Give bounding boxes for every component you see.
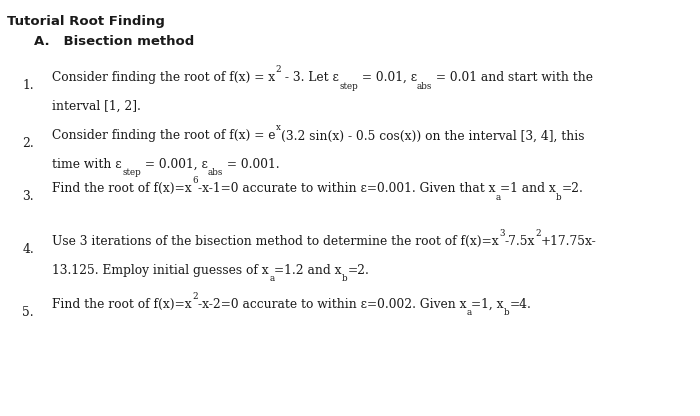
Text: Use 3 iterations of the bisection method to determine the root of f(x)=x: Use 3 iterations of the bisection method… bbox=[52, 235, 499, 248]
Text: a: a bbox=[269, 274, 274, 283]
Text: b: b bbox=[504, 308, 510, 317]
Text: a: a bbox=[496, 193, 500, 202]
Text: Find the root of f(x)=x: Find the root of f(x)=x bbox=[52, 298, 192, 311]
Text: =1.2 and x: =1.2 and x bbox=[274, 264, 342, 277]
Text: abs: abs bbox=[208, 168, 223, 177]
Text: b: b bbox=[556, 193, 562, 202]
Text: 2: 2 bbox=[535, 229, 540, 238]
Text: = 0.001, ε: = 0.001, ε bbox=[141, 158, 208, 171]
Text: =1 and x: =1 and x bbox=[500, 182, 556, 195]
Text: step: step bbox=[339, 82, 358, 91]
Text: 13.125. Employ initial guesses of x: 13.125. Employ initial guesses of x bbox=[52, 264, 269, 277]
Text: = 0.01, ε: = 0.01, ε bbox=[358, 71, 417, 84]
Text: 6: 6 bbox=[192, 176, 197, 185]
Text: 3: 3 bbox=[499, 229, 505, 238]
Text: a: a bbox=[466, 308, 472, 317]
Text: b: b bbox=[342, 274, 347, 283]
Text: =1, x: =1, x bbox=[472, 298, 504, 311]
Text: Find the root of f(x)=x: Find the root of f(x)=x bbox=[52, 182, 192, 195]
Text: abs: abs bbox=[417, 82, 433, 91]
Text: 5.: 5. bbox=[22, 306, 34, 319]
Text: =2.: =2. bbox=[347, 264, 370, 277]
Text: 3.: 3. bbox=[22, 190, 34, 203]
Text: Tutorial Root Finding: Tutorial Root Finding bbox=[7, 15, 165, 27]
Text: 2.: 2. bbox=[22, 137, 34, 150]
Text: Consider finding the root of f(x) = e: Consider finding the root of f(x) = e bbox=[52, 129, 276, 142]
Text: x: x bbox=[276, 123, 281, 132]
Text: =2.: =2. bbox=[562, 182, 584, 195]
Text: interval [1, 2].: interval [1, 2]. bbox=[52, 99, 141, 112]
Text: +17.75x-: +17.75x- bbox=[540, 235, 596, 248]
Text: A.   Bisection method: A. Bisection method bbox=[34, 35, 194, 48]
Text: -x-1=0 accurate to within ε=0.001. Given that x: -x-1=0 accurate to within ε=0.001. Given… bbox=[197, 182, 496, 195]
Text: = 0.01 and start with the: = 0.01 and start with the bbox=[433, 71, 594, 84]
Text: -x-2=0 accurate to within ε=0.002. Given x: -x-2=0 accurate to within ε=0.002. Given… bbox=[197, 298, 466, 311]
Text: 1.: 1. bbox=[22, 79, 34, 92]
Text: Consider finding the root of f(x) = x: Consider finding the root of f(x) = x bbox=[52, 71, 276, 84]
Text: -7.5x: -7.5x bbox=[505, 235, 535, 248]
Text: =4.: =4. bbox=[510, 298, 531, 311]
Text: = 0.001.: = 0.001. bbox=[223, 158, 280, 171]
Text: (3.2 sin(x) - 0.5 cos(x)) on the interval [3, 4], this: (3.2 sin(x) - 0.5 cos(x)) on the interva… bbox=[281, 129, 584, 142]
Text: - 3. Let ε: - 3. Let ε bbox=[281, 71, 339, 84]
Text: time with ε: time with ε bbox=[52, 158, 122, 171]
Text: step: step bbox=[122, 168, 141, 177]
Text: 4.: 4. bbox=[22, 243, 34, 256]
Text: 2: 2 bbox=[276, 65, 281, 74]
Text: 2: 2 bbox=[192, 292, 197, 301]
